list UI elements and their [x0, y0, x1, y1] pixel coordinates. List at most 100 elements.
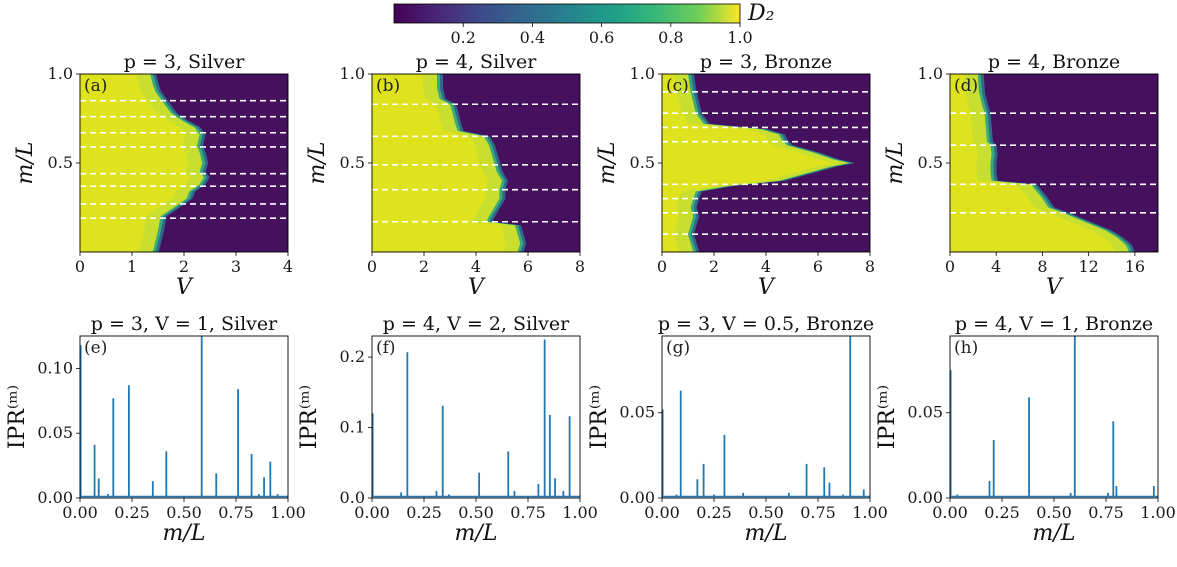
x-tick-label: 1 — [127, 257, 137, 276]
axes-frame — [79, 335, 289, 499]
x-tick-label: 0 — [657, 257, 667, 276]
x-axis-label: V — [1046, 275, 1064, 300]
y-tick-label: 0.05 — [619, 403, 655, 422]
y-axis-label: m/L — [305, 142, 330, 185]
y-tick-label: 0.00 — [37, 488, 73, 507]
x-tick-label: 0.75 — [218, 503, 254, 522]
x-axis-label: m/L — [455, 521, 498, 546]
colorbar-tick-label: 1.0 — [727, 28, 752, 47]
x-axis-label: m/L — [1033, 521, 1076, 546]
y-tick-label: 0.1 — [340, 418, 365, 437]
panel-tag: (h) — [954, 338, 978, 358]
x-tick-label: 0.50 — [166, 503, 202, 522]
y-tick-label: 0.5 — [48, 153, 73, 172]
y-tick-label: 0.5 — [918, 153, 943, 172]
panels: 0 1 2 3 40.51.0p = 3, Silver(a)Vm/L0 2 4 6 80.51… — [5, 51, 1176, 546]
y-tick-label: 0.05 — [907, 403, 943, 422]
axes-frame — [661, 335, 871, 499]
panel-tag: (f) — [376, 338, 396, 358]
x-tick-label: 0 — [945, 257, 955, 276]
x-axis-label: m/L — [745, 521, 788, 546]
y-tick-label: 0.10 — [37, 358, 73, 377]
y-tick-label: 0.00 — [619, 488, 655, 507]
y-tick-label: 1.0 — [918, 64, 943, 83]
x-tick-label: 4 — [991, 257, 1001, 276]
panel-title: p = 4, Bronze — [988, 51, 1120, 73]
x-axis-label: V — [468, 275, 486, 300]
axes-frame — [371, 335, 581, 499]
x-tick-label: 8 — [1037, 257, 1047, 276]
heatmap-panel: 0 2 4 6 8 0.5 1.0 p = 4, Silver (b) Vm/L — [305, 51, 585, 300]
x-tick-label: 0.00 — [644, 503, 680, 522]
x-tick-label: 0.50 — [748, 503, 784, 522]
panel-tag: (d) — [954, 76, 978, 96]
y-tick-label: 1.0 — [340, 64, 365, 83]
x-tick-label: 0 — [75, 257, 85, 276]
y-tick-label: 0.5 — [340, 153, 365, 172]
y-tick-label: 0.5 — [630, 153, 655, 172]
x-tick-label: 0.75 — [1088, 503, 1124, 522]
x-tick-label: 0.00 — [932, 503, 968, 522]
x-tick-label: 0 — [367, 257, 377, 276]
y-tick-label: 0.2 — [340, 347, 365, 366]
colorbar-tick-label: 0.8 — [658, 28, 683, 47]
x-tick-label: 4 — [283, 257, 293, 276]
x-tick-label: 1.00 — [852, 503, 888, 522]
panel-title: p = 4, V = 2, Silver — [383, 313, 570, 335]
panel-title: p = 3, Silver — [124, 51, 245, 73]
x-tick-label: 6 — [813, 257, 823, 276]
y-axis-label: m/L — [13, 142, 38, 185]
x-tick-label: 2 — [709, 257, 719, 276]
y-axis-label: IPR⁽ᵐ⁾ — [5, 385, 30, 449]
heatmap-panel: 0 2 4 6 8 0.5 1.0 p = 3, Bronze (c) Vm/L — [595, 51, 875, 300]
x-tick-label: 0.25 — [406, 503, 442, 522]
panel-title: p = 4, Silver — [416, 51, 537, 73]
colorbar: 0.2 0.4 0.6 0.8 1.0 D₂ — [393, 1, 774, 47]
panel-tag: (b) — [376, 76, 400, 96]
x-tick-label: 8 — [865, 257, 875, 276]
x-axis-label: V — [758, 275, 776, 300]
x-tick-label: 0.75 — [800, 503, 836, 522]
x-tick-label: 0.75 — [510, 503, 546, 522]
y-axis-label: m/L — [883, 142, 908, 185]
x-tick-label: 2 — [419, 257, 429, 276]
x-tick-label: 4 — [471, 257, 481, 276]
localized-core — [662, 74, 836, 252]
x-tick-label: 0.25 — [696, 503, 732, 522]
y-tick-label: 1.0 — [48, 64, 73, 83]
panel-title: p = 3, Bronze — [700, 51, 832, 73]
panel-title: p = 3, V = 0.5, Bronze — [658, 313, 874, 335]
ipr-panel: 0.00 0.25 0.50 0.75 1.00 0.0 0.1 0.2 p = 4, V = … — [297, 313, 598, 546]
panel-tag: (a) — [84, 76, 107, 96]
y-axis-label: IPR⁽ᵐ⁾ — [875, 385, 900, 449]
x-tick-label: 0.00 — [62, 503, 98, 522]
x-tick-label: 8 — [575, 257, 585, 276]
panel-tag: (g) — [666, 338, 690, 358]
x-axis-label: V — [176, 275, 194, 300]
localized-core — [80, 74, 190, 252]
localized-core — [950, 74, 1116, 252]
colorbar-tick-label: 0.2 — [450, 28, 475, 47]
panel-tag: (e) — [84, 338, 107, 358]
x-tick-label: 16 — [1125, 257, 1145, 276]
y-tick-label: 0.00 — [907, 488, 943, 507]
colorbar-label: D₂ — [747, 1, 774, 26]
x-tick-label: 3 — [231, 257, 241, 276]
x-tick-label: 0.25 — [984, 503, 1020, 522]
ipr-panel: 0.00 0.25 0.50 0.75 1.00 0.00 0.05 p = 4, V = 1… — [875, 313, 1176, 546]
heatmap-panel: 0 4 8 12 16 0.5 1.0 p = 4, Bronze (d) Vm/L — [883, 51, 1159, 300]
ipr-panel: 0.00 0.25 0.50 0.75 1.00 0.00 0.05 p = 3, V = 0… — [587, 313, 888, 546]
colorbar-tick-label: 0.4 — [520, 28, 545, 47]
x-tick-label: 1.00 — [270, 503, 306, 522]
ipr-panel: 0.00 0.25 0.50 0.75 1.00 0.00 0.05 0.10 p = 3, V… — [5, 313, 306, 546]
localized-core — [372, 74, 507, 252]
axes-frame — [949, 335, 1159, 499]
x-tick-label: 12 — [1078, 257, 1098, 276]
colorbar-gradient — [393, 3, 741, 24]
panel-title: p = 4, V = 1, Bronze — [955, 313, 1153, 335]
colorbar-ticks: 0.2 0.4 0.6 0.8 1.0 — [450, 23, 753, 47]
x-tick-label: 0.00 — [354, 503, 390, 522]
y-axis-label: IPR⁽ᵐ⁾ — [587, 385, 612, 449]
y-tick-label: 0.0 — [340, 488, 365, 507]
